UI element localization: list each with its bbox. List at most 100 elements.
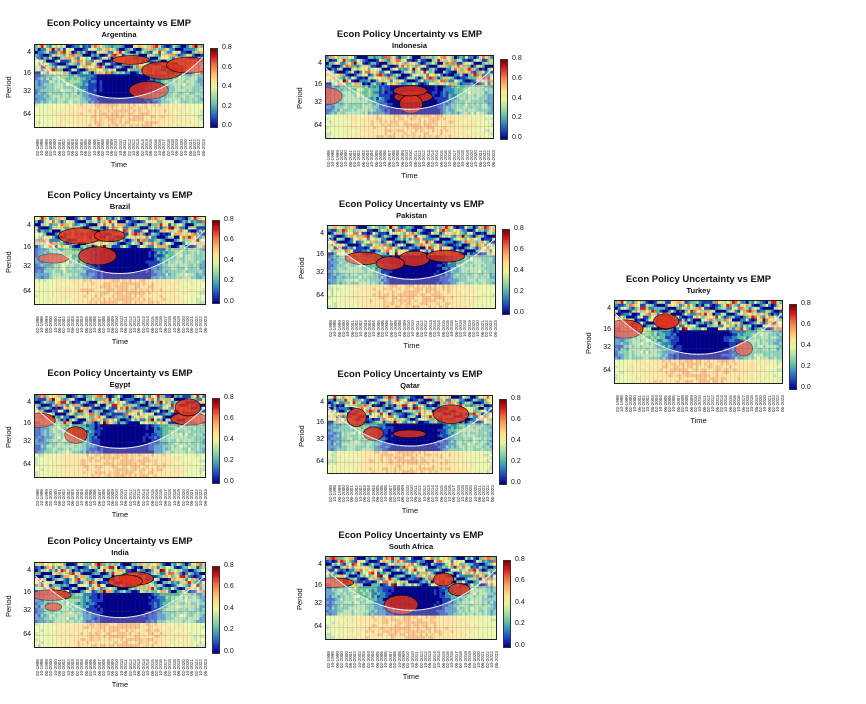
colorbar-tick-label: 0.2 [224,277,234,284]
y-axis-label: Period [4,595,13,617]
y-tick-label: 64 [13,631,31,638]
chart-title: Econ Policy Uncertainty vs EMP [34,190,206,201]
colorbar-tick-label: 0.0 [222,122,232,129]
wavelet-heatmap [325,556,497,640]
y-tick-label: 4 [13,399,31,406]
colorbar-tick-label: 0.6 [801,321,811,328]
colorbar-tick-label: 0.0 [515,642,525,649]
colorbar-tick-label: 0.0 [512,134,522,141]
wavelet-heatmap [34,394,206,478]
heatmap-graphic [326,557,496,639]
y-tick-label: 16 [13,244,31,251]
colorbar [499,399,507,485]
y-tick-label: 4 [304,561,322,568]
y-axis-label: Period [4,426,13,448]
colorbar-tick-label: 0.0 [224,298,234,305]
y-axis-label: Period [297,425,306,447]
colorbar-tick-label: 0.8 [224,394,234,401]
x-tick-label: 06-2023 [780,395,785,412]
colorbar-tick-label: 0.0 [514,309,524,316]
chart-subtitle: South Africa [325,542,497,551]
y-tick-label: 64 [13,461,31,468]
colorbar-tick-label: 0.6 [512,75,522,82]
colorbar-tick-label: 0.6 [224,236,234,243]
x-axis-label: Time [327,506,493,515]
colorbar-tick-label: 0.2 [512,114,522,121]
colorbar-tick-label: 0.2 [224,626,234,633]
y-tick-label: 16 [304,582,322,589]
colorbar-tick-label: 0.2 [514,288,524,295]
colorbar-tick-label: 0.4 [224,436,234,443]
colorbar-tick-label: 0.8 [511,395,521,402]
y-tick-label: 64 [13,288,31,295]
chart-title: Econ Policy Uncertainty vs EMP [34,368,206,379]
x-tick-label: 06-2023 [203,316,208,333]
y-tick-label: 4 [306,399,324,406]
x-tick-label: 06-2023 [491,150,496,167]
colorbar [210,48,218,128]
x-tick-label: 06-2023 [490,485,495,502]
y-tick-label: 64 [306,292,324,299]
wavelet-heatmap [34,216,206,305]
y-tick-label: 4 [13,222,31,229]
chart-subtitle: Qatar [327,381,493,390]
y-tick-label: 4 [306,230,324,237]
x-tick-label: 06-2023 [201,139,206,156]
x-axis-label: Time [325,672,497,681]
chart-title: Econ Policy Uncertainty vs EMP [325,530,497,541]
y-tick-label: 16 [304,81,322,88]
colorbar [500,59,508,140]
y-tick-label: 32 [13,263,31,270]
x-axis-label: Time [34,680,206,689]
y-axis-label: Period [4,76,13,98]
x-axis-label: Time [34,337,206,346]
y-axis-label: Period [295,588,304,610]
colorbar-tick-label: 0.8 [512,55,522,62]
colorbar-tick-label: 0.0 [224,478,234,485]
heatmap-graphic [615,301,782,383]
x-tick-label: 06-2023 [203,489,208,506]
y-tick-label: 64 [306,458,324,465]
colorbar-tick-label: 0.4 [512,95,522,102]
x-tick-label: 06-2023 [493,320,498,337]
wavelet-heatmap [327,395,493,474]
y-tick-label: 64 [304,623,322,630]
chart-title: Econ Policy Uncertainty vs EMP [327,369,493,380]
chart-subtitle: Brazil [34,202,206,211]
heatmap-graphic [328,226,495,308]
y-tick-label: 4 [13,567,31,574]
colorbar-tick-label: 0.4 [511,437,521,444]
colorbar-tick-label: 0.2 [224,457,234,464]
x-tick-label: 06-2023 [203,659,208,676]
y-tick-label: 32 [306,269,324,276]
y-tick-label: 32 [304,600,322,607]
colorbar-tick-label: 0.2 [222,103,232,110]
colorbar-tick-label: 0.8 [514,225,524,232]
y-tick-label: 32 [306,436,324,443]
wavelet-heatmap [325,55,494,139]
y-tick-label: 64 [304,122,322,129]
colorbar-tick-label: 0.6 [224,583,234,590]
wavelet-heatmap [34,44,204,128]
chart-title: Econ Policy Uncertainty vs EMP [614,274,783,285]
x-axis-label: Time [327,341,496,350]
chart-title: Econ Policy Uncertainty vs EMP [34,536,206,547]
y-tick-label: 64 [13,111,31,118]
colorbar-tick-label: 0.4 [514,267,524,274]
chart-title: Econ Policy uncertainty vs EMP [34,18,204,29]
y-tick-label: 4 [13,49,31,56]
colorbar-tick-label: 0.2 [801,363,811,370]
x-axis-label: Time [614,416,783,425]
